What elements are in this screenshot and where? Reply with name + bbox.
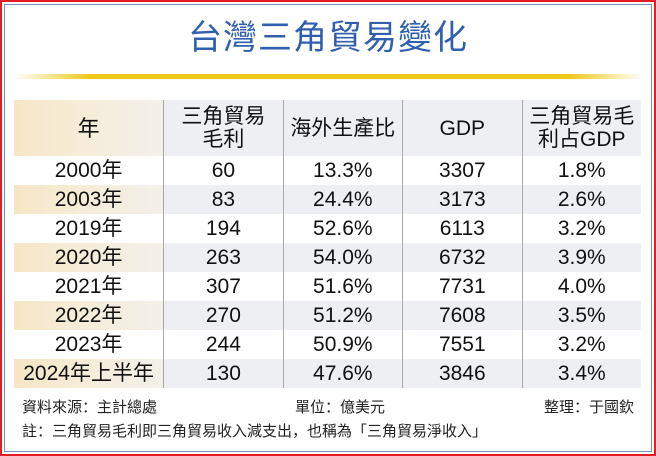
gold-divider bbox=[14, 74, 644, 79]
cell-overseas: 47.6% bbox=[282, 359, 403, 388]
cell-ratio: 3.5% bbox=[521, 301, 641, 330]
header-margin: 三角貿易 毛利 bbox=[163, 100, 284, 156]
table-row: 2024年上半年 130 47.6% 3846 3.4% bbox=[14, 359, 641, 388]
table-row: 2022年 270 51.2% 7608 3.5% bbox=[14, 301, 641, 330]
cell-margin: 263 bbox=[163, 243, 284, 272]
table-row: 2019年 194 52.6% 6113 3.2% bbox=[14, 214, 641, 243]
header-row: 年 三角貿易 毛利 海外生產比 GDP 三角貿易毛 利占GDP bbox=[14, 100, 641, 156]
cell-gdp: 3846 bbox=[402, 359, 523, 388]
header-gdp: GDP bbox=[402, 100, 523, 156]
cell-gdp: 7731 bbox=[402, 272, 523, 301]
cell-year: 2003年 bbox=[14, 185, 164, 214]
cell-gdp: 3307 bbox=[402, 156, 523, 185]
header-overseas-ratio: 海外生產比 bbox=[282, 100, 403, 156]
header-year: 年 bbox=[14, 100, 164, 156]
cell-margin: 130 bbox=[163, 359, 284, 388]
cell-year: 2020年 bbox=[14, 243, 164, 272]
cell-gdp: 7608 bbox=[402, 301, 523, 330]
cell-year: 2023年 bbox=[54, 333, 123, 356]
cell-gdp: 6732 bbox=[402, 243, 523, 272]
cell-year: 2024年上半年 bbox=[14, 359, 164, 388]
cell-margin: 307 bbox=[163, 272, 284, 301]
cell-overseas: 13.3% bbox=[282, 156, 403, 185]
table-row: 2020年 263 54.0% 6732 3.9% bbox=[14, 243, 641, 272]
table-row: 2023年 244 50.9% 7551 3.2% bbox=[14, 330, 641, 359]
cell-ratio: 3.2% bbox=[521, 330, 641, 359]
cell-overseas: 54.0% bbox=[282, 243, 403, 272]
cell-ratio: 3.2% bbox=[521, 214, 641, 243]
trade-table: 年 三角貿易 毛利 海外生產比 GDP 三角貿易毛 利占GDP 2000年 60 1… bbox=[14, 100, 641, 388]
inner-frame bbox=[4, 4, 652, 452]
cell-overseas: 51.2% bbox=[282, 301, 403, 330]
source-label: 資料來源：主計總處 bbox=[22, 399, 158, 416]
table-row: 2000年 60 13.3% 3307 1.8% bbox=[14, 156, 641, 185]
cell-margin: 60 bbox=[163, 156, 284, 185]
cell-year: 2019年 bbox=[54, 217, 123, 240]
cell-ratio: 3.9% bbox=[521, 243, 641, 272]
footer-meta: 資料來源：主計總處 單位：億美元 整理：于國欽 bbox=[22, 396, 634, 418]
cell-overseas: 52.6% bbox=[282, 214, 403, 243]
cell-overseas: 24.4% bbox=[282, 185, 403, 214]
chart-title: 台灣三角貿易變化 bbox=[188, 19, 468, 57]
cell-gdp: 3173 bbox=[402, 185, 523, 214]
cell-gdp: 7551 bbox=[402, 330, 523, 359]
unit-label: 單位：億美元 bbox=[295, 399, 386, 416]
footnote: 註：三角貿易毛利即三角貿易收入減支出，也稱為「三角貿易淨收入」 bbox=[22, 423, 488, 440]
cell-ratio: 2.6% bbox=[521, 185, 641, 214]
cell-overseas: 50.9% bbox=[282, 330, 403, 359]
table-row: 2021年 307 51.6% 7731 4.0% bbox=[14, 272, 641, 301]
cell-ratio: 3.4% bbox=[521, 359, 641, 388]
cell-margin: 83 bbox=[163, 185, 284, 214]
header-margin-gdp-ratio: 三角貿易毛 利占GDP bbox=[521, 100, 641, 156]
table-row: 2003年 83 24.4% 3173 2.6% bbox=[14, 185, 641, 214]
cell-year: 2021年 bbox=[54, 275, 123, 298]
cell-overseas: 51.6% bbox=[282, 272, 403, 301]
cell-margin: 270 bbox=[163, 301, 284, 330]
cell-gdp: 6113 bbox=[402, 214, 523, 243]
cell-year: 2000年 bbox=[54, 159, 123, 182]
cell-margin: 194 bbox=[163, 214, 284, 243]
cell-ratio: 4.0% bbox=[521, 272, 641, 301]
cell-margin: 244 bbox=[163, 330, 284, 359]
cell-year: 2022年 bbox=[14, 301, 164, 330]
editor-label: 整理：于國欽 bbox=[543, 399, 634, 416]
cell-ratio: 1.8% bbox=[521, 156, 641, 185]
